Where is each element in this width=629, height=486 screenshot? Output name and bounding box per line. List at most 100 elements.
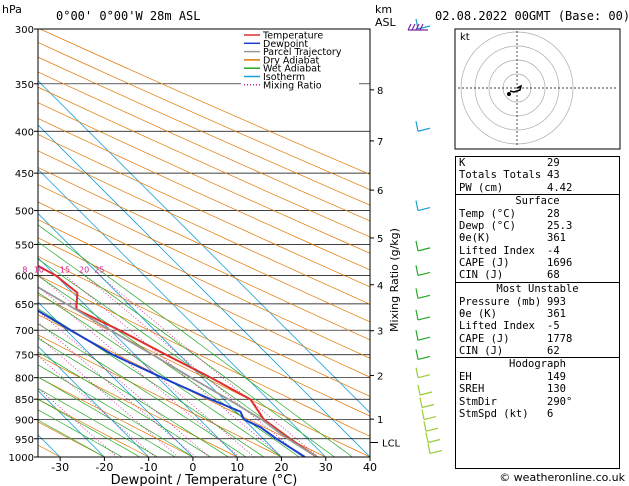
wind-barb (415, 121, 419, 132)
dry-adiabat-line (38, 134, 370, 288)
altitude-tick-label: 7 (377, 137, 383, 148)
wind-barb (415, 367, 419, 378)
surface-row: CIN (J) 68 (456, 269, 619, 281)
axes: 3003504004505005506006507007508008509009… (9, 25, 401, 474)
pressure-tick-label: 400 (15, 127, 34, 138)
pressure-tick-label: 550 (15, 240, 34, 251)
wind-barb (415, 200, 419, 211)
altitude-tick-label: 6 (377, 186, 383, 197)
most-unstable-label: Lifted Index (459, 320, 535, 333)
lcl-label: LCL (382, 438, 401, 449)
wind-barb (423, 421, 427, 432)
wind-barbs (407, 18, 443, 455)
legend-label: Wet Adiabat (263, 64, 321, 75)
hodograph-stats-section: Hodograph EH 149 SREH 130 StmDir 290° StmSpd (… (456, 357, 619, 420)
isotherm-line (38, 80, 370, 414)
pressure-tick-label: 950 (15, 435, 34, 446)
wind-barb (417, 316, 431, 321)
wind-barb (415, 309, 419, 321)
wind-barb (427, 438, 441, 444)
legend-label: Isotherm (263, 72, 305, 83)
hodograph-unit-label: kt (460, 32, 470, 43)
surface-value: 1696 (547, 257, 573, 270)
altitude-tick-label: 2 (377, 371, 383, 382)
most-unstable-row: Pressure (mb) 993 (456, 296, 619, 308)
dry-adiabat-line (38, 355, 238, 457)
dry-adiabat-line (38, 86, 370, 238)
x-axis-label: Dewpoint / Temperature (°C) (111, 473, 298, 486)
hpa-label: hPa (2, 3, 22, 16)
hodograph-stat-row: SREH 130 (456, 383, 619, 395)
dry-adiabat-line (38, 255, 370, 417)
dry-adiabat-line (38, 118, 370, 271)
surface-row: Temp (°C) 28 (456, 208, 619, 220)
wet-adiabat-line (38, 409, 123, 457)
dry-adiabat-line (38, 376, 194, 457)
surface-value: 25.3 (547, 220, 573, 233)
most-unstable-value: 1778 (547, 332, 573, 345)
dry-adiabat-line (38, 294, 370, 457)
mixing-ratio-tick-label: 15 (60, 265, 70, 274)
dry-adiabat-line (38, 71, 370, 222)
wet-adiabat-line (38, 376, 176, 457)
mixing-ratio-line (64, 275, 283, 457)
legend-label: Dewpoint (263, 39, 308, 50)
surface-label: Lifted Index (459, 244, 535, 257)
surface-row: Lifted Index -4 (456, 245, 619, 257)
most-unstable-label: θe (K) (459, 307, 497, 320)
isotherm-line (38, 124, 370, 457)
dry-adiabat-line (38, 398, 149, 457)
wind-barb-top (407, 23, 428, 31)
dewpoint-line (38, 309, 306, 457)
dry-adiabat-line (38, 334, 282, 457)
pressure-tick-label: 300 (15, 25, 34, 36)
wet-adiabat-line (38, 351, 211, 457)
mixing-ratio-tick-label: 10 (34, 265, 44, 274)
wind-barb (421, 403, 435, 409)
wind-barb (417, 247, 431, 252)
pressure-tick-label: 650 (15, 300, 34, 311)
plot-frame (37, 28, 371, 458)
index-row: K 29 (456, 157, 619, 169)
index-value: 43 (547, 169, 560, 182)
altitude-tick-label: 8 (377, 86, 383, 97)
indices-panel: K 29 Totals Totals 43 PW (cm) 4.42 Surface Te… (455, 156, 620, 469)
wind-barb (425, 432, 429, 443)
wet-adiabat-line (38, 241, 335, 457)
altitude-tick-label: 3 (377, 327, 383, 338)
hodograph: kt (454, 28, 621, 150)
altitude-tick-label: 5 (377, 234, 383, 245)
surface-label: θe(K) (459, 232, 491, 245)
index-row: PW (cm) 4.42 (456, 182, 619, 194)
wet-adiabat-line (38, 337, 229, 457)
temperature-tick-label: -10 (140, 461, 158, 474)
pressure-tick-label: 700 (15, 326, 34, 337)
index-value: 29 (547, 157, 560, 169)
index-value: 4.42 (547, 181, 573, 194)
hodograph-stat-row: EH 149 (456, 371, 619, 383)
wind-barb (417, 374, 431, 379)
background-lines (38, 29, 370, 457)
index-label: K (459, 157, 466, 169)
most-unstable-row: θe (K) 361 (456, 308, 619, 320)
isotherm-line (38, 345, 149, 457)
hodograph-stat-label: EH (459, 371, 472, 384)
surface-label: Dewp (°C) (459, 220, 516, 233)
wet-adiabat-line (38, 398, 140, 457)
dry-adiabat-line (38, 42, 370, 191)
wind-barb (423, 415, 437, 421)
wind-barb (417, 294, 431, 299)
wind-barb (419, 391, 433, 396)
surface-value: -4 (547, 244, 560, 257)
wind-barb (417, 336, 431, 341)
pressure-tick-label: 750 (15, 351, 34, 362)
wind-barb (425, 427, 439, 432)
most-unstable-value: 993 (547, 295, 566, 308)
legend-label: Mixing Ratio (263, 80, 322, 91)
temperature-tick-label: -30 (51, 461, 69, 474)
pressure-tick-label: 450 (15, 169, 34, 180)
wind-barb (415, 288, 419, 299)
wind-barb (415, 330, 419, 341)
